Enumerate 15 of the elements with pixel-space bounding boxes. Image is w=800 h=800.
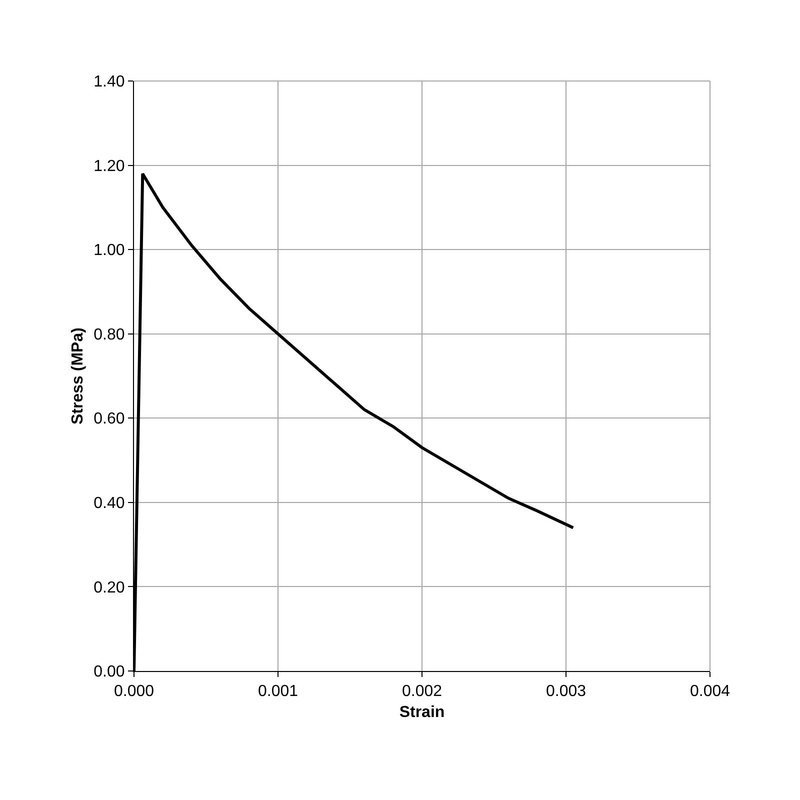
- x-tick-label: 0.001: [258, 683, 298, 700]
- y-tick-label: 1.20: [94, 158, 125, 175]
- x-tick-label: 0.003: [546, 683, 586, 700]
- x-axis-title: Strain: [399, 704, 445, 721]
- y-tick-label: 0.80: [94, 326, 125, 344]
- x-tick-label: 0.002: [402, 683, 442, 700]
- y-axis-title: Stress (MPa): [70, 328, 87, 424]
- x-tick-label: 0.004: [690, 683, 730, 700]
- y-tick-label: 0.40: [94, 495, 125, 512]
- y-tick-label: 0.00: [94, 664, 125, 681]
- y-tick-label: 1.00: [94, 242, 125, 260]
- y-tick-label: 1.40: [94, 74, 125, 91]
- y-tick-label: 0.20: [94, 579, 125, 596]
- y-tick-label: 0.60: [94, 410, 125, 428]
- x-tick-label: 0.000: [114, 683, 154, 700]
